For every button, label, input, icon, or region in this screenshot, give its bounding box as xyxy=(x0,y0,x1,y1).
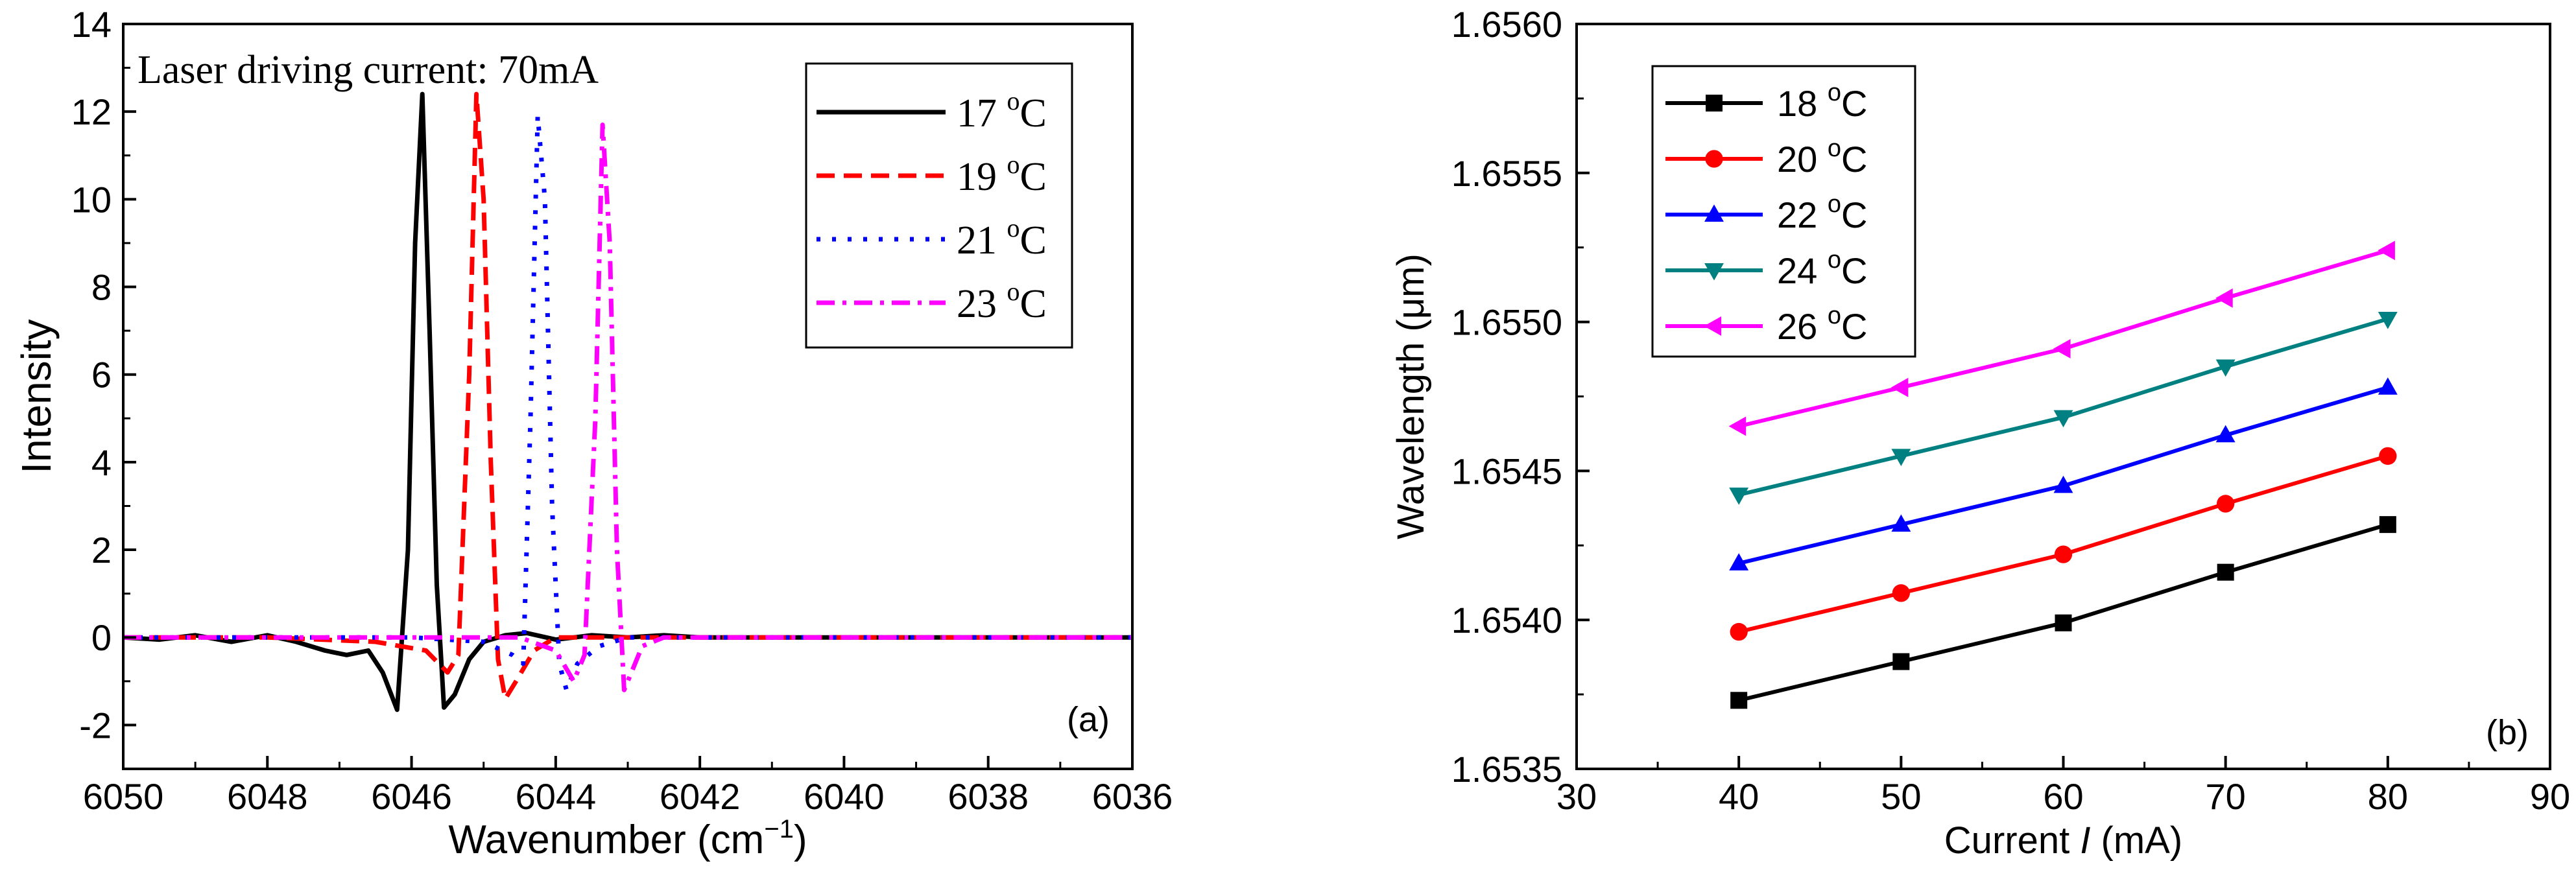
x-tick-label: 6038 xyxy=(948,776,1029,817)
series-line-21 xyxy=(123,113,1132,692)
data-point-22-80 xyxy=(2378,377,2398,395)
y-tick-label: 1.6535 xyxy=(1451,749,1562,790)
data-point-22-70 xyxy=(2215,425,2236,443)
y-tick-label: 1.6545 xyxy=(1451,451,1562,491)
y-tick-label: 1.6540 xyxy=(1451,600,1562,641)
x-tick-label: 6050 xyxy=(83,776,164,817)
x-tick-label: 60 xyxy=(2043,776,2083,817)
data-point-20-40 xyxy=(1730,622,1748,641)
legend-label-20: 20 oC xyxy=(1777,135,1867,180)
x-tick-label: 50 xyxy=(1881,776,1921,817)
legend-label-24: 24 oC xyxy=(1777,246,1867,291)
legend-label-21: 21 oC xyxy=(957,213,1047,263)
legend-marker-24 xyxy=(1704,263,1724,281)
data-point-18-80 xyxy=(2379,516,2396,534)
panel-label-a: (a) xyxy=(1067,700,1110,739)
data-point-22-50 xyxy=(1891,514,1911,532)
data-point-26-50 xyxy=(1890,377,1909,397)
data-point-18-50 xyxy=(1892,653,1910,670)
data-point-20-50 xyxy=(1892,584,1910,602)
y-tick-label: -2 xyxy=(79,705,112,746)
y-tick-label: 2 xyxy=(91,530,112,571)
y-tick-label: 1.6550 xyxy=(1451,302,1562,343)
data-point-20-60 xyxy=(2054,545,2073,563)
legend-label-18: 18 oC xyxy=(1777,79,1867,124)
chart-panel-b: 30 40 50 60 70 80 90 1.6535 1.6540 1.6545 1.6550 1.… xyxy=(1390,4,2570,862)
data-point-26-60 xyxy=(2053,339,2071,359)
x-tick-label: 6040 xyxy=(804,776,885,817)
x-axis-label: Wavenumber (cm−1) xyxy=(448,815,807,862)
x-tick-label: 70 xyxy=(2206,776,2246,817)
data-point-24-70 xyxy=(2215,359,2236,377)
x-tick-label: 6044 xyxy=(516,776,597,817)
legend-label-19: 19 oC xyxy=(957,150,1047,199)
data-point-24-40 xyxy=(1729,488,1749,505)
x-tick-label: 30 xyxy=(1556,776,1597,817)
x-tick-label: 6042 xyxy=(660,776,741,817)
y-tick-label: 1.6555 xyxy=(1451,153,1562,194)
x-axis-label: Current I (mA) xyxy=(1944,819,2182,862)
data-point-20-70 xyxy=(2217,495,2235,513)
data-point-26-40 xyxy=(1728,416,1747,436)
data-point-26-70 xyxy=(2215,288,2233,308)
legend-marker-20 xyxy=(1705,150,1723,168)
series-line-19 xyxy=(123,91,1132,701)
x-tick-label: 80 xyxy=(2368,776,2408,817)
y-tick-label: 8 xyxy=(91,267,112,308)
series-line-23 xyxy=(123,123,1132,692)
data-point-24-80 xyxy=(2378,311,2398,329)
chart-panel-a: 6050 6048 6046 6044 6042 6040 6038 6036 -2 0 2 4 6 8 1… xyxy=(13,4,1173,862)
data-point-26-80 xyxy=(2378,241,2395,261)
y-tick-label: 12 xyxy=(71,91,112,132)
panel-label-b: (b) xyxy=(2486,713,2529,752)
data-point-20-80 xyxy=(2379,447,2397,465)
x-tick-label: 40 xyxy=(1719,776,1759,817)
x-tick-label: 6036 xyxy=(1092,776,1173,817)
legend-box xyxy=(1651,65,1916,358)
y-tick-label: 0 xyxy=(91,617,112,658)
legend-label-17: 17 oC xyxy=(957,86,1047,135)
x-tick-label: 6046 xyxy=(371,776,452,817)
data-point-18-40 xyxy=(1730,692,1748,709)
series-line-17 xyxy=(123,91,1132,712)
x-tick-label: 6048 xyxy=(227,776,308,817)
y-axis-label: Intensity xyxy=(13,319,60,473)
data-point-22-40 xyxy=(1729,553,1749,571)
legend-label-26: 26 oC xyxy=(1777,302,1867,347)
y-tick-label: 10 xyxy=(71,179,112,220)
y-axis-label: Wavelength (μm) xyxy=(1390,253,1432,539)
y-tick-label: 1.6560 xyxy=(1451,4,1562,45)
data-point-24-50 xyxy=(1891,449,1911,467)
annotation-driving-current: Laser driving current: 70mA xyxy=(137,48,599,92)
y-tick-label: 14 xyxy=(71,4,112,45)
legend-label-23: 23 oC xyxy=(957,277,1047,326)
legend-marker-22 xyxy=(1704,204,1724,222)
data-point-18-60 xyxy=(2055,614,2072,631)
data-point-24-60 xyxy=(2053,410,2073,428)
y-tick-label: 6 xyxy=(91,355,112,395)
data-point-18-70 xyxy=(2217,563,2234,581)
data-point-22-60 xyxy=(2053,475,2073,493)
y-tick-label: 4 xyxy=(91,442,112,483)
legend-label-22: 22 oC xyxy=(1777,191,1867,235)
x-tick-label: 90 xyxy=(2530,776,2570,817)
legend-marker-26 xyxy=(1704,316,1722,336)
legend-marker-18 xyxy=(1706,95,1723,112)
